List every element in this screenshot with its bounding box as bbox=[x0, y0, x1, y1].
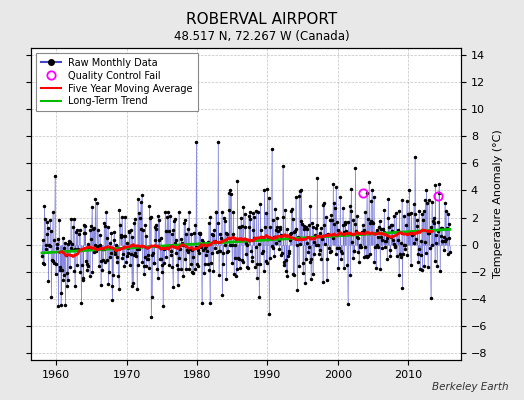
Text: Berkeley Earth: Berkeley Earth bbox=[432, 382, 508, 392]
Text: 48.517 N, 72.267 W (Canada): 48.517 N, 72.267 W (Canada) bbox=[174, 30, 350, 43]
Y-axis label: Temperature Anomaly (°C): Temperature Anomaly (°C) bbox=[493, 130, 503, 278]
Legend: Raw Monthly Data, Quality Control Fail, Five Year Moving Average, Long-Term Tren: Raw Monthly Data, Quality Control Fail, … bbox=[36, 53, 198, 111]
Text: ROBERVAL AIRPORT: ROBERVAL AIRPORT bbox=[187, 12, 337, 27]
